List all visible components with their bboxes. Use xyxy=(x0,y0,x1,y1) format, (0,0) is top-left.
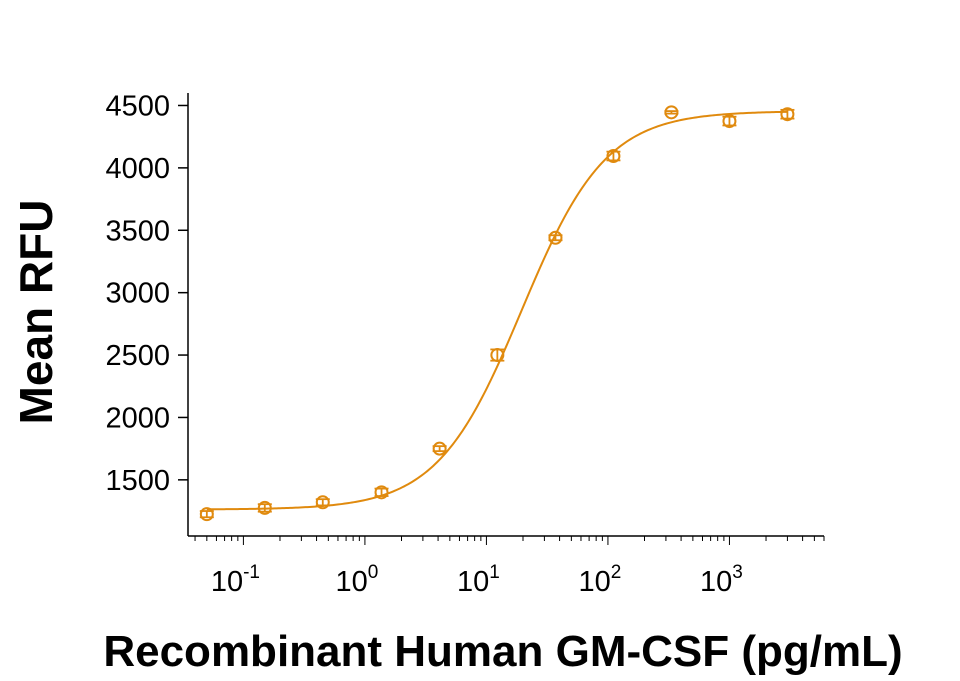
data-point xyxy=(199,507,214,522)
point-marker xyxy=(432,441,447,456)
point-marker xyxy=(722,114,737,129)
y-tick-label: 3500 xyxy=(105,215,170,247)
point-marker xyxy=(490,348,505,363)
data-point xyxy=(664,105,679,120)
y-axis-ticks: 1500 2000 2500 3000 3500 4000 4500 xyxy=(105,90,188,497)
y-tick-label: 4000 xyxy=(105,153,170,185)
data-point xyxy=(722,114,737,129)
point-marker xyxy=(780,107,795,122)
y-tick-label: 4500 xyxy=(105,90,170,122)
y-axis-title: Mean RFU xyxy=(10,200,62,425)
data-point xyxy=(780,107,795,122)
point-marker xyxy=(548,230,563,245)
fit-curve xyxy=(206,110,788,511)
y-tick-label: 2500 xyxy=(105,340,170,372)
data-point xyxy=(606,149,621,164)
x-axis-title: Recombinant Human GM-CSF (pg/mL) xyxy=(103,627,902,676)
x-tick-label: 101 xyxy=(457,562,500,598)
x-axis-ticks: 10-1 100 101 102 103 xyxy=(194,536,825,598)
axes xyxy=(187,93,824,537)
point-marker xyxy=(199,507,214,522)
x-tick-label: 102 xyxy=(579,562,622,598)
data-point xyxy=(257,500,272,515)
point-marker xyxy=(315,495,330,510)
x-tick-label: 100 xyxy=(335,562,378,598)
data-point xyxy=(315,495,330,510)
data-points xyxy=(199,105,795,522)
y-tick-label: 2000 xyxy=(105,402,170,434)
x-tick-label: 10-1 xyxy=(211,562,260,598)
point-marker xyxy=(257,500,272,515)
point-marker xyxy=(664,105,679,120)
y-tick-label: 1500 xyxy=(105,465,170,497)
data-point xyxy=(432,441,447,456)
data-point xyxy=(490,348,505,363)
y-tick-label: 3000 xyxy=(105,278,170,310)
x-tick-label: 103 xyxy=(700,562,743,598)
point-marker xyxy=(606,149,621,164)
data-point xyxy=(374,485,389,500)
point-marker xyxy=(374,485,389,500)
data-point xyxy=(548,230,563,245)
